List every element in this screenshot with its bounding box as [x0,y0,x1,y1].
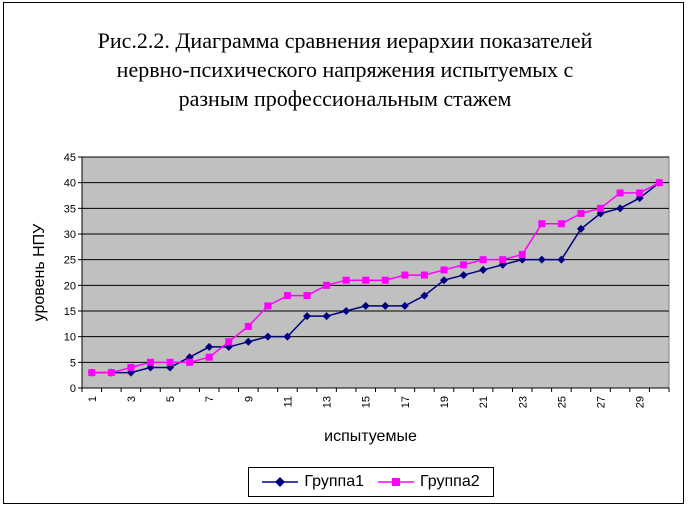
y-tick-label: 15 [64,306,76,318]
data-point [557,220,565,228]
series-2 [88,179,663,377]
y-tick-label: 10 [64,332,76,344]
data-point [499,256,507,264]
data-point [283,332,292,341]
data-point [400,301,409,310]
legend-label-series-2: Группа2 [420,473,480,490]
data-point [225,338,233,346]
data-point [283,292,291,300]
data-point [576,224,585,233]
data-point [264,302,272,310]
y-tick-label: 30 [64,229,76,241]
x-axis-ticks: 1 3 5 7 9 11 13 15 17 19 21 23 25 27 29 [81,388,670,408]
chart-title: Рис.2.2. Диаграмма сравнения иерархии по… [97,28,593,111]
data-point [538,220,546,228]
data-point [342,276,350,284]
y-tick-label: 35 [64,203,76,215]
data-point [322,312,331,321]
data-point [381,301,390,310]
x-tick-label: 17 [400,396,412,408]
data-point [460,261,468,269]
legend-marker-diamond-icon [262,477,299,487]
data-point [323,281,331,289]
data-point [479,265,488,274]
data-point [381,276,389,284]
x-tick-label: 15 [361,396,373,408]
data-point [361,301,370,310]
y-tick-label: 25 [64,255,76,267]
y-tick-label: 20 [64,280,76,292]
data-point [518,255,527,264]
data-point [205,342,214,351]
x-tick-label: 3 [126,396,138,402]
data-point [597,204,605,212]
data-point [244,322,252,330]
data-point [127,363,135,371]
data-point [420,271,428,279]
x-tick-label: 23 [517,396,529,408]
data-point [518,251,526,259]
x-tick-label: 25 [556,396,568,408]
legend: Группа1 Группа2 [248,467,494,497]
data-point [537,255,546,264]
data-point [479,256,487,264]
x-tick-label: 29 [635,396,647,408]
legend-item-series-2: Группа2 [378,473,480,491]
data-point [439,276,448,285]
data-point [88,369,96,377]
data-point [186,358,194,366]
data-point [303,292,311,300]
y-tick-label: 0 [70,383,76,395]
y-tick-label: 45 [64,152,76,164]
legend-label-series-1: Группа1 [304,473,364,490]
series-layer [87,178,664,377]
data-point [655,179,663,187]
series-1 [87,178,664,377]
x-tick-label: 27 [596,396,608,408]
y-tick-label: 5 [70,357,76,369]
legend-marker-square-icon [378,478,414,486]
data-point [342,307,351,315]
x-tick-label: 7 [204,396,216,402]
data-point [263,332,272,341]
data-point [616,189,624,197]
data-point [205,353,213,361]
plot-area [81,156,670,389]
x-tick-label: 5 [165,396,177,402]
x-tick-label: 11 [282,396,294,407]
legend-item-series-1: Группа1 [262,473,364,491]
data-point [362,276,370,284]
data-point [420,291,429,300]
data-point [303,312,312,321]
data-point [440,266,448,274]
data-point [636,189,644,197]
y-tick-label: 40 [64,178,76,190]
data-point [616,204,625,213]
data-point [557,255,566,264]
data-point [107,369,115,377]
x-tick-label: 21 [478,396,490,408]
x-tick-label: 9 [243,396,255,402]
data-point [577,209,585,217]
data-point [166,358,174,366]
data-point [401,271,409,279]
y-axis-title: уровень НПУ [31,223,48,322]
data-point [146,358,154,366]
x-tick-label: 13 [322,396,334,408]
x-tick-label: 19 [439,396,451,408]
x-axis-title: испытуемые [324,428,417,445]
data-point [244,337,253,346]
x-tick-label: 1 [87,396,99,402]
data-point [459,271,468,280]
